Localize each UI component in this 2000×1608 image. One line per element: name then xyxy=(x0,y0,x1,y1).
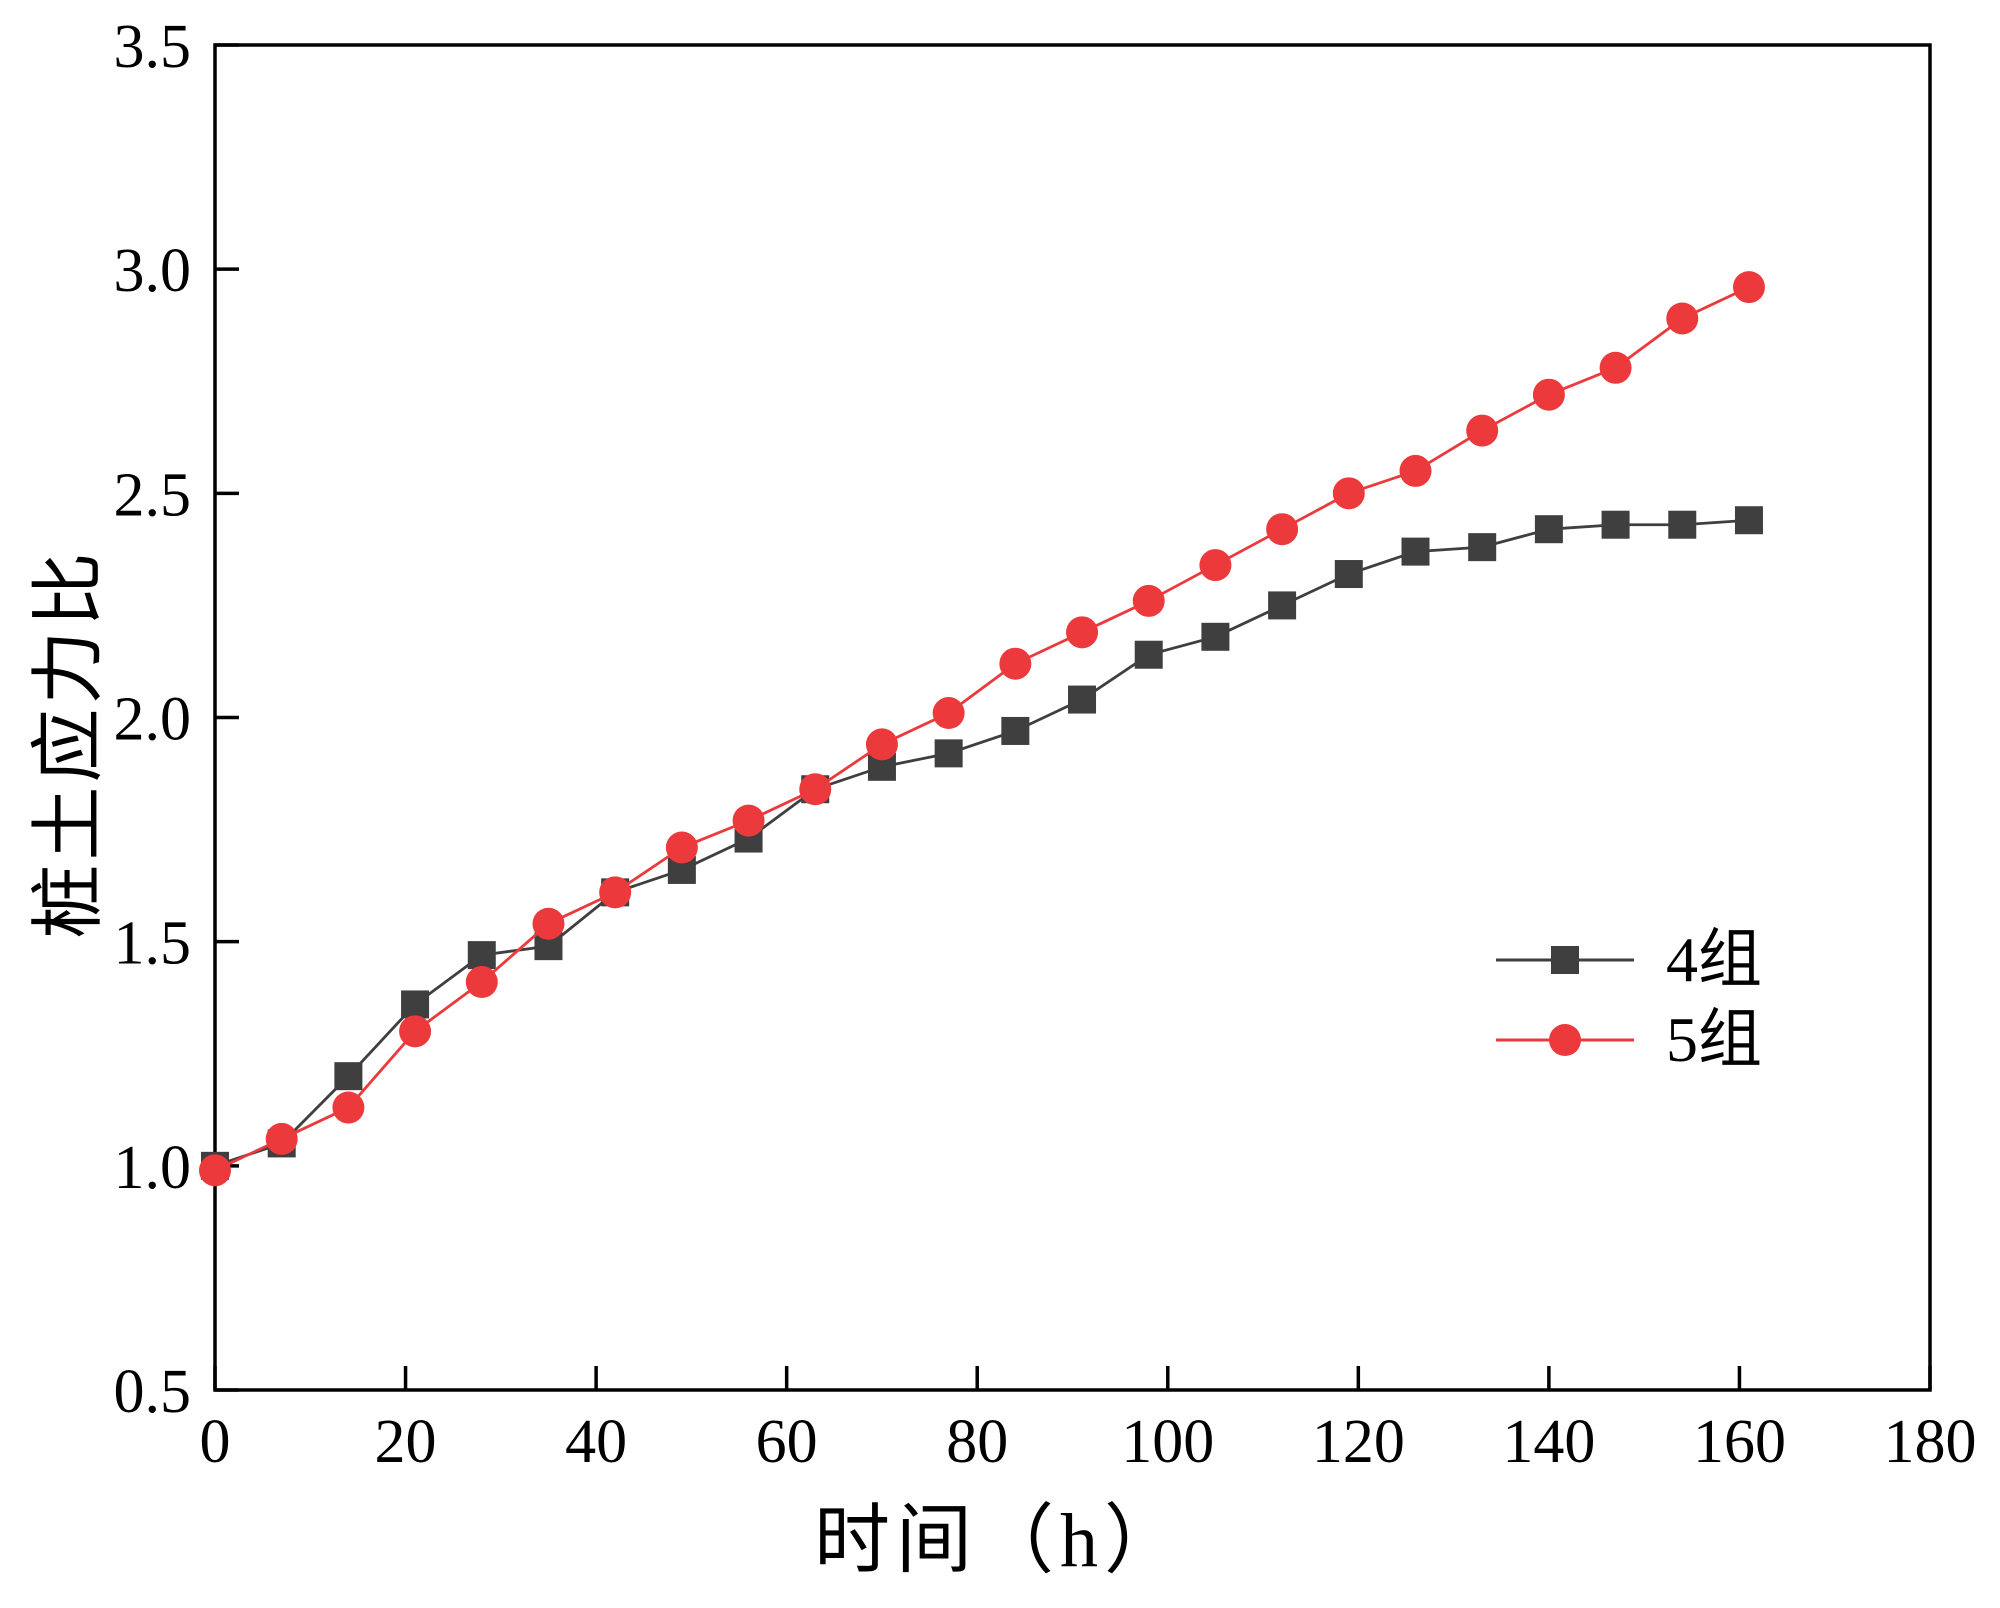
plot-frame xyxy=(213,43,1932,1392)
series-5组-marker xyxy=(999,647,1032,680)
series-4组-marker xyxy=(1534,515,1563,544)
y-axis-title: 桩土应力比 xyxy=(28,548,111,939)
series-5组-marker xyxy=(865,728,898,761)
series-4组-marker xyxy=(1068,685,1097,714)
series-4组-marker xyxy=(1401,537,1430,566)
series-4组-marker xyxy=(334,1062,363,1091)
x-tick-label: 0 xyxy=(200,1408,231,1476)
x-tick-label: 160 xyxy=(1693,1408,1786,1476)
series-4组-marker xyxy=(1601,510,1630,539)
y-tick-label: 1.0 xyxy=(114,1134,192,1202)
x-tick-label: 120 xyxy=(1312,1408,1405,1476)
legend-label-group5: 5组 xyxy=(1666,1004,1762,1075)
x-axis-title: 时间（h） xyxy=(814,1499,1186,1583)
series-4组-marker xyxy=(1468,533,1497,562)
series-5组-marker xyxy=(1132,584,1165,617)
x-tick-label: 140 xyxy=(1502,1408,1595,1476)
legend: 4组 5组 xyxy=(1490,928,1762,1072)
series-4组-marker xyxy=(467,941,496,970)
series-5组-marker xyxy=(1532,378,1565,411)
y-tick-label: 2.5 xyxy=(114,461,192,529)
series-5组-marker xyxy=(465,966,498,999)
series-5组-marker xyxy=(665,831,698,864)
y-tick-label: 3.0 xyxy=(114,237,192,305)
x-tick-label: 40 xyxy=(565,1408,627,1476)
x-tick-label: 180 xyxy=(1884,1408,1977,1476)
series-5组-marker xyxy=(732,804,765,837)
x-tick-label: 20 xyxy=(375,1408,437,1476)
series-4组-marker xyxy=(1001,716,1030,745)
series-4组-marker xyxy=(401,990,430,1019)
legend-item-group4: 4组 xyxy=(1490,928,1762,992)
y-tick-label: 0.5 xyxy=(114,1358,192,1426)
series-5组-marker xyxy=(1599,351,1632,384)
series-4组-marker xyxy=(1334,560,1363,589)
series-5组-marker xyxy=(1066,616,1099,649)
series-5组-marker xyxy=(532,907,565,940)
y-tick-label: 1.5 xyxy=(114,910,192,978)
series-4组-marker xyxy=(1201,622,1230,651)
series-5组-marker xyxy=(1399,454,1432,487)
series-4组-marker xyxy=(1134,640,1163,669)
series-4组-marker xyxy=(1268,591,1297,620)
legend-label-group4: 4组 xyxy=(1666,924,1762,995)
x-tick-label: 100 xyxy=(1121,1408,1214,1476)
series-4组-marker xyxy=(934,739,963,768)
series-5组-marker xyxy=(1332,477,1365,510)
series-5组-marker xyxy=(1266,513,1299,546)
series-4组-marker xyxy=(1734,506,1763,535)
series-5组-marker xyxy=(1466,414,1499,447)
x-tick-label: 80 xyxy=(946,1408,1008,1476)
series-5组-marker xyxy=(332,1091,365,1124)
series-5组-marker xyxy=(1732,271,1765,304)
series-5组-marker xyxy=(1199,549,1232,582)
series-5组-marker xyxy=(1666,302,1699,335)
series-5组-marker xyxy=(265,1122,298,1155)
series-5组-marker xyxy=(399,1015,432,1048)
y-tick-label: 3.5 xyxy=(114,13,192,81)
series-5组-marker xyxy=(199,1154,231,1187)
series-4组-marker xyxy=(1668,510,1697,539)
legend-item-group5: 5组 xyxy=(1490,1008,1762,1072)
circle-marker-icon xyxy=(1496,1024,1634,1056)
x-tick-label: 60 xyxy=(756,1408,818,1476)
y-tick-label: 2.0 xyxy=(114,686,192,754)
series-5组-marker xyxy=(599,876,632,909)
series-5组-marker xyxy=(932,697,965,730)
series-5组-marker xyxy=(799,773,832,806)
square-marker-icon xyxy=(1496,946,1634,974)
